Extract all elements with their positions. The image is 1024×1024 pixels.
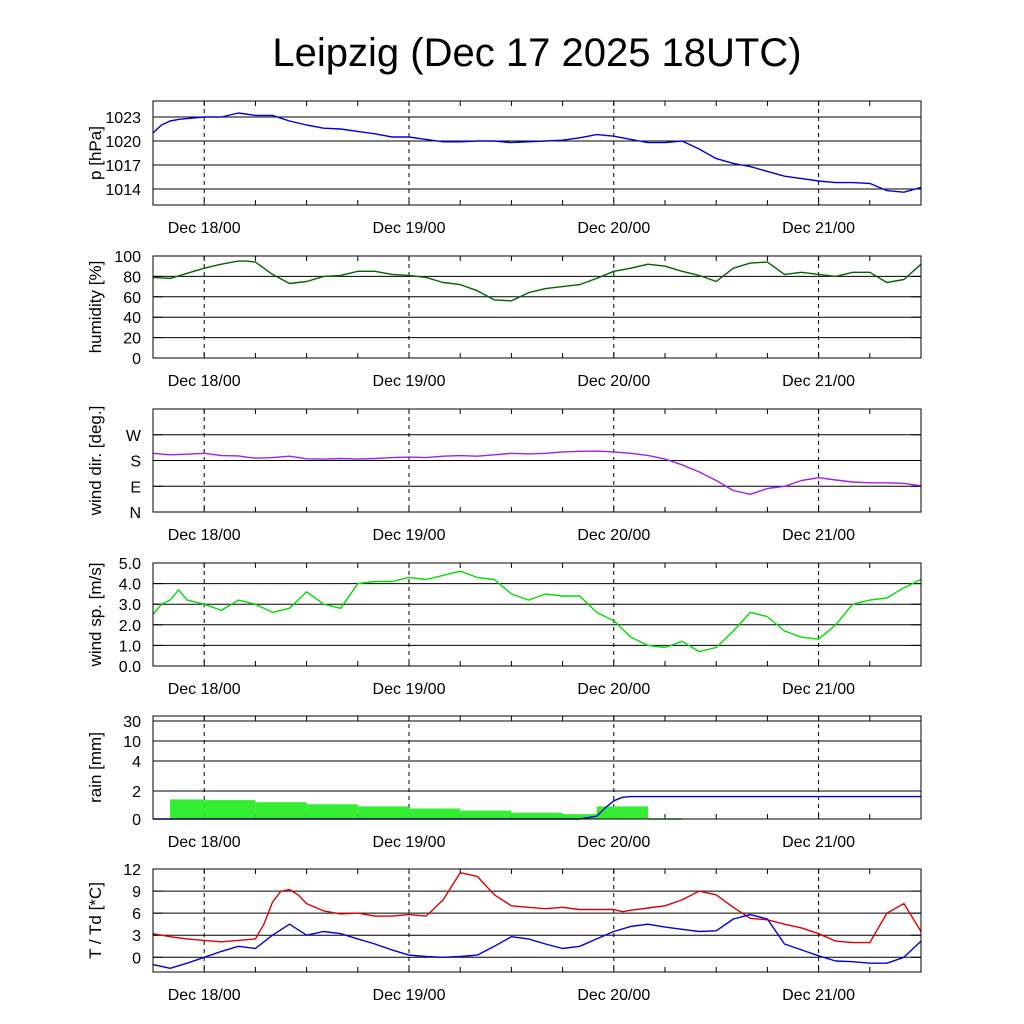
x-tick-label: Dec 21/00	[782, 220, 855, 237]
x-tick-label: Dec 21/00	[782, 834, 855, 851]
rain-bar	[596, 806, 648, 819]
y-tick-label-wind_dir: W	[126, 428, 142, 445]
y-tick-label-pressure: 1014	[105, 182, 141, 199]
y-axis-label-humidity: humidity [%]	[86, 261, 105, 354]
x-tick-label: Dec 19/00	[373, 681, 446, 698]
y-axis-label-wind_speed: wind sp. [m/s]	[86, 563, 105, 668]
x-tick-label: Dec 21/00	[782, 987, 855, 1004]
x-tick-label: Dec 19/00	[373, 220, 446, 237]
x-tick-label: Dec 18/00	[168, 834, 241, 851]
y-tick-label-pressure: 1023	[105, 110, 141, 127]
rain-bar	[460, 810, 512, 819]
y-tick-label-wind_speed: 0.0	[119, 659, 141, 676]
x-tick-label: Dec 18/00	[168, 220, 241, 237]
x-tick-label: Dec 20/00	[577, 987, 650, 1004]
rain-bar	[562, 814, 597, 819]
y-tick-label-wind_dir: E	[130, 479, 141, 496]
x-tick-label: Dec 20/00	[577, 681, 650, 698]
plot-frame-humidity	[152, 255, 922, 359]
panel-humidity: 0 20 40 60 80 100 Dec 18/00 Dec 19/00 Dec 20/00 D…	[86, 249, 922, 390]
rain-bar	[511, 812, 563, 819]
x-tick-label: Dec 21/00	[782, 681, 855, 698]
rain-bar	[306, 804, 358, 819]
y-tick-label-humidity: 40	[123, 310, 141, 327]
y-axis-label-wind_dir: wind dir. [deg.]	[86, 406, 105, 517]
y-tick-label-wind_speed: 3.0	[119, 597, 141, 614]
y-tick-label-wind_speed: 5.0	[119, 556, 141, 573]
rain-bar	[204, 800, 256, 819]
y-tick-label-temperature: 3	[132, 928, 141, 945]
series-line-humidity-humidity	[152, 260, 922, 302]
x-tick-label: Dec 21/00	[782, 527, 855, 544]
y-tick-label-pressure: 1017	[105, 158, 141, 175]
x-tick-label: Dec 18/00	[168, 373, 241, 390]
rain-bar	[357, 806, 409, 819]
panel-rain: 0 2 4 10 30 Dec 18/00 Dec 19/00 Dec 20/00 Dec 21…	[86, 714, 922, 851]
y-tick-label-rain: 0	[132, 812, 141, 829]
y-tick-label-temperature: 9	[132, 884, 141, 901]
y-tick-label-rain: 10	[123, 734, 141, 751]
x-tick-label: Dec 18/00	[168, 987, 241, 1004]
x-tick-label: Dec 20/00	[577, 220, 650, 237]
y-tick-label-humidity: 80	[123, 269, 141, 286]
x-tick-label: Dec 19/00	[373, 373, 446, 390]
plot-frame-wind_dir	[152, 408, 922, 513]
y-tick-label-temperature: 0	[132, 950, 141, 967]
plot-frame-wind_speed	[152, 562, 922, 667]
x-tick-label: Dec 18/00	[168, 527, 241, 544]
y-tick-label-pressure: 1020	[105, 134, 141, 151]
y-tick-label-rain: 30	[123, 714, 141, 731]
panel-temperature: 0 3 6 9 12 Dec 18/00 Dec 19/00 Dec 20/00 Dec 21/…	[86, 862, 922, 1004]
x-tick-label: Dec 21/00	[782, 373, 855, 390]
rain-bar	[255, 802, 307, 819]
y-tick-label-humidity: 100	[114, 249, 141, 266]
y-tick-label-temperature: 6	[132, 906, 141, 923]
panel-pressure: 1014 1017 1020 1023 Dec 18/00 Dec 19/00 Dec 20…	[86, 100, 922, 237]
y-tick-label-rain: 4	[132, 754, 141, 771]
plot-frame-temperature	[152, 868, 922, 973]
plot-frame-rain	[152, 715, 922, 820]
chart-title: Leipzig (Dec 17 2025 18UTC)	[272, 31, 801, 75]
plot-frame-pressure	[152, 100, 922, 206]
series-line-temperature-td	[152, 913, 922, 969]
y-axis-label-rain: rain [mm]	[86, 732, 105, 803]
y-tick-label-wind_speed: 1.0	[119, 638, 141, 655]
series-line-temperature-t	[152, 872, 922, 944]
y-axis-label-temperature: T / Td [*C]	[86, 882, 105, 959]
x-tick-label: Dec 18/00	[168, 681, 241, 698]
x-tick-label: Dec 19/00	[373, 987, 446, 1004]
y-tick-label-wind_dir: S	[130, 454, 141, 471]
rain-bar	[170, 799, 205, 819]
series-line-wind_speed-wind-speed	[152, 570, 922, 653]
x-tick-label: Dec 20/00	[577, 373, 650, 390]
x-tick-label: Dec 20/00	[577, 527, 650, 544]
y-axis-label-pressure: p [hPa]	[86, 126, 105, 180]
x-tick-label: Dec 19/00	[373, 834, 446, 851]
rain-bar	[409, 808, 461, 819]
y-tick-label-humidity: 20	[123, 331, 141, 348]
y-tick-label-rain: 2	[132, 784, 141, 801]
series-line-pressure-pressure	[152, 112, 922, 193]
y-tick-label-temperature: 12	[123, 862, 141, 879]
x-tick-label: Dec 20/00	[577, 834, 650, 851]
series-line-wind_dir-wind-direction	[152, 450, 922, 495]
y-tick-label-humidity: 0	[132, 351, 141, 368]
series-line-rain-accumulated-rain	[153, 795, 921, 820]
y-tick-label-wind_dir: N	[129, 505, 141, 522]
panel-wind_speed: 0.0 1.0 2.0 3.0 4.0 5.0 Dec 18/00 Dec 19/00 Dec …	[86, 556, 922, 698]
y-tick-label-wind_speed: 4.0	[119, 577, 141, 594]
y-tick-label-wind_speed: 2.0	[119, 618, 141, 635]
y-tick-label-humidity: 60	[123, 290, 141, 307]
x-tick-label: Dec 19/00	[373, 527, 446, 544]
